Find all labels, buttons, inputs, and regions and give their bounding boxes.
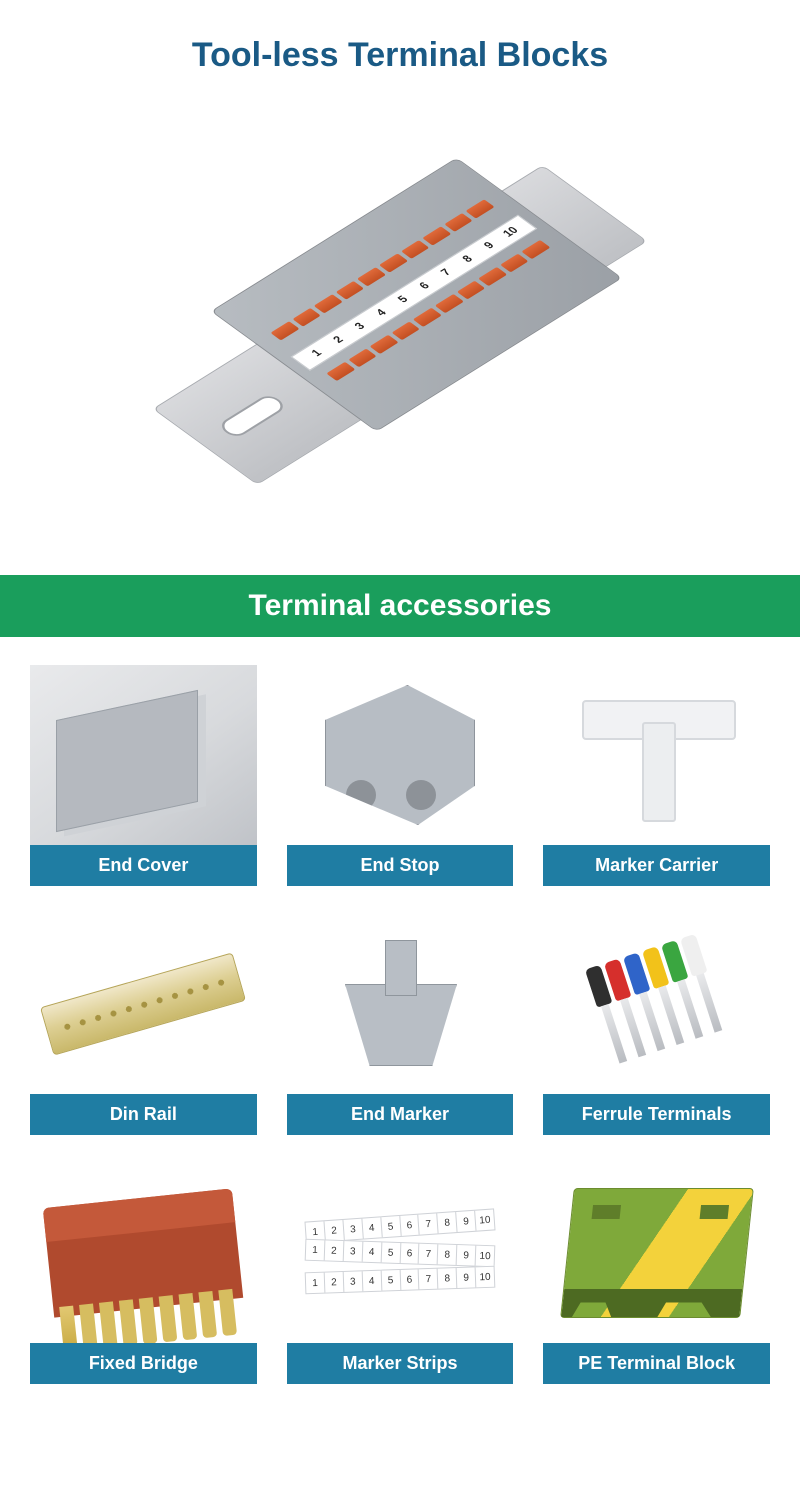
caption-ferrule: Ferrule Terminals <box>543 1094 770 1135</box>
caption-marker-carrier: Marker Carrier <box>543 845 770 886</box>
marker-carrier-icon <box>543 665 770 845</box>
card-end-cover[interactable]: End Cover <box>30 665 257 886</box>
end-cover-icon <box>30 665 257 845</box>
caption-pe: PE Terminal Block <box>543 1343 770 1384</box>
fixed-bridge-icon <box>30 1163 257 1343</box>
caption-fixed-bridge: Fixed Bridge <box>30 1343 257 1384</box>
card-marker-carrier[interactable]: Marker Carrier <box>543 665 770 886</box>
caption-din-rail: Din Rail <box>30 1094 257 1135</box>
card-end-marker[interactable]: End Marker <box>287 914 514 1135</box>
caption-end-marker: End Marker <box>287 1094 514 1135</box>
end-marker-icon <box>287 914 514 1094</box>
din-rail-icon <box>30 914 257 1094</box>
card-fixed-bridge[interactable]: Fixed Bridge <box>30 1163 257 1384</box>
accessories-header: Terminal accessories <box>0 575 800 637</box>
caption-marker-strips: Marker Strips <box>287 1343 514 1384</box>
hero-area: 1 2 3 4 5 6 7 8 9 10 <box>0 95 800 575</box>
accessories-grid: End Cover End Stop Marker Carrier Din Ra… <box>0 637 800 1404</box>
marker-strips-icon: 12345 678910 12345 678910 12345 678910 <box>287 1163 514 1343</box>
end-stop-icon <box>287 665 514 845</box>
card-ferrule-terminals[interactable]: Ferrule Terminals <box>543 914 770 1135</box>
pe-terminal-block-icon <box>543 1163 770 1343</box>
terminal-block-assembly-icon: 1 2 3 4 5 6 7 8 9 10 <box>153 165 648 485</box>
page-title: Tool-less Terminal Blocks <box>0 0 800 95</box>
card-end-stop[interactable]: End Stop <box>287 665 514 886</box>
card-pe-terminal-block[interactable]: PE Terminal Block <box>543 1163 770 1384</box>
card-din-rail[interactable]: Din Rail <box>30 914 257 1135</box>
caption-end-cover: End Cover <box>30 845 257 886</box>
caption-end-stop: End Stop <box>287 845 514 886</box>
ferrule-terminals-icon <box>543 914 770 1094</box>
card-marker-strips[interactable]: 12345 678910 12345 678910 12345 678910 M… <box>287 1163 514 1384</box>
